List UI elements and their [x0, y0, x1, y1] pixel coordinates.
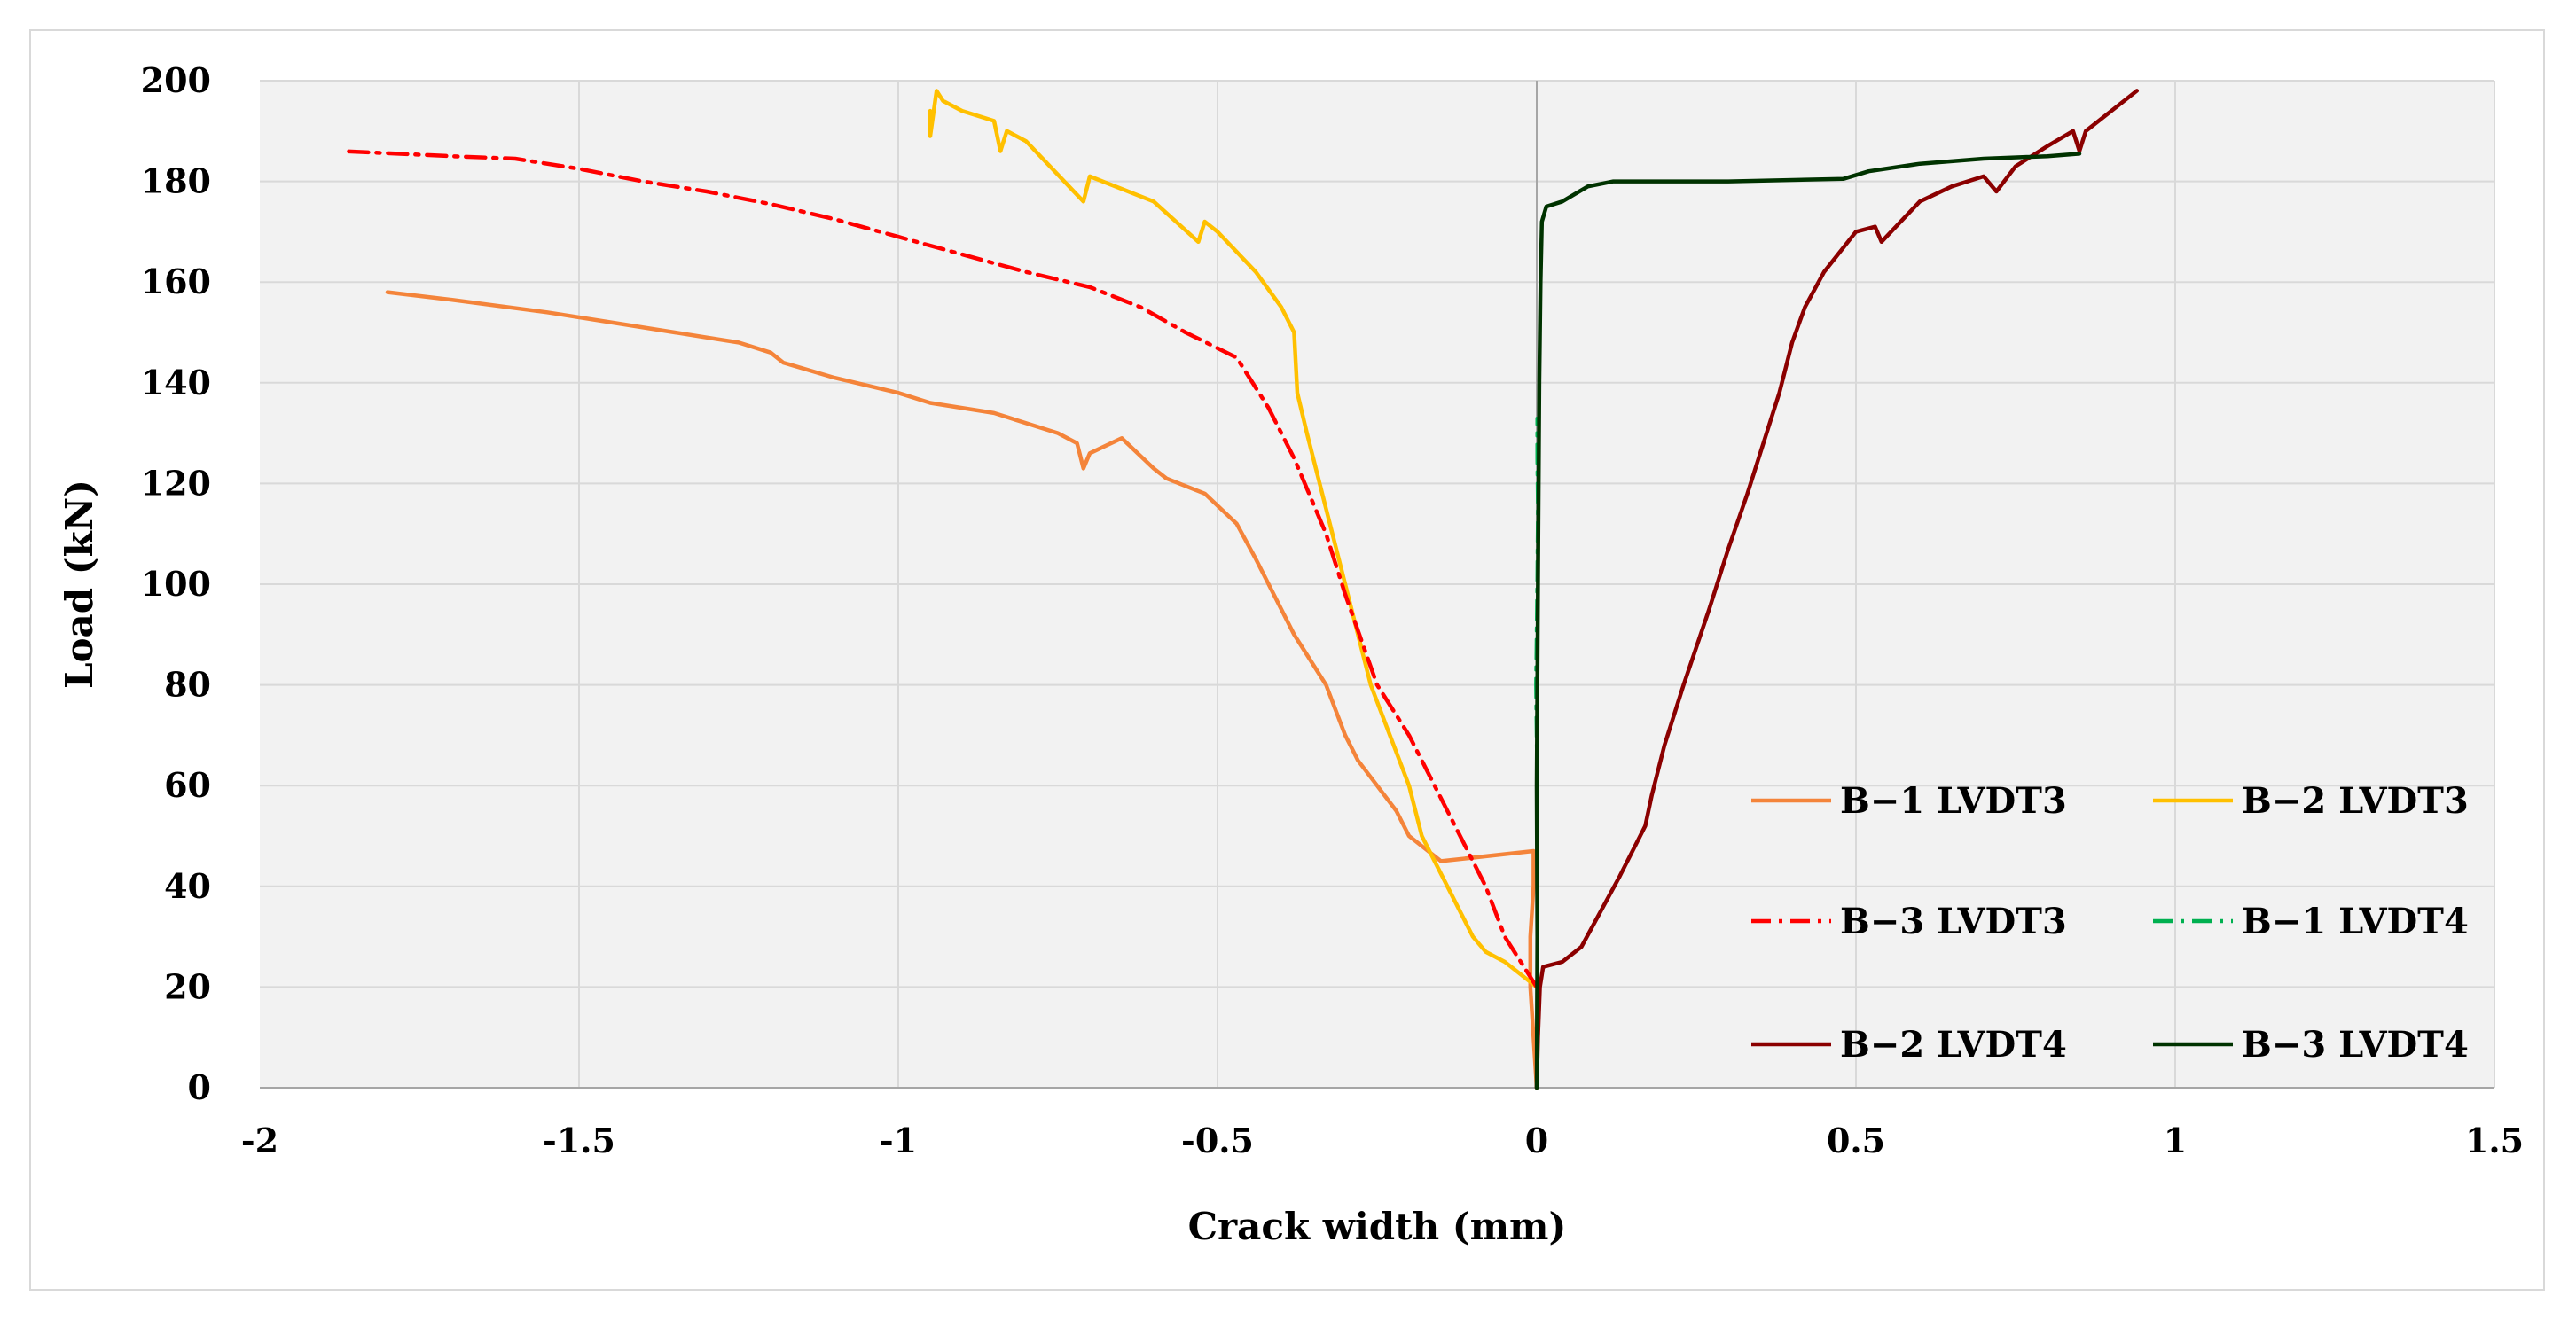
y-tick-label: 20 [164, 966, 211, 1006]
x-tick-label: 0.5 [1827, 1121, 1885, 1160]
x-tick-label: -2 [241, 1121, 278, 1160]
series-line-3 [341, 149, 1539, 989]
x-tick-label: -1.5 [543, 1121, 615, 1160]
legend-label: B−3 LVDT4 [2242, 1024, 2469, 1066]
x-axis-title: Crack width (mm) [1188, 1205, 1567, 1248]
y-tick-label: 120 [141, 463, 211, 503]
tick-labels: 0 20 40 60 80 100 120 140 160 180 200 -2 -1.5 -1 -0.5 0… [141, 60, 2524, 1160]
series-line-6 [1534, 152, 2082, 1090]
y-tick-label: 80 [164, 665, 211, 705]
y-tick-label: 160 [141, 262, 211, 301]
y-tick-label: 200 [141, 60, 211, 100]
x-tick-label: 1.5 [2465, 1121, 2524, 1160]
y-tick-label: 0 [188, 1067, 211, 1107]
y-tick-label: 140 [141, 363, 211, 402]
legend-label: B−2 LVDT3 [2242, 780, 2469, 822]
series-line-2 [928, 89, 1539, 989]
legend-label: B−1 LVDT4 [2242, 901, 2469, 942]
x-tick-label: 1 [2164, 1121, 2187, 1160]
series-lines [341, 89, 2140, 1090]
y-tick-label: 40 [164, 866, 211, 906]
x-tick-label: -1 [880, 1121, 917, 1160]
y-tick-label: 60 [164, 765, 211, 805]
legend-label: B−1 LVDT3 [1840, 780, 2067, 822]
series-line-1 [385, 290, 1539, 1090]
legend-label: B−2 LVDT4 [1840, 1024, 2067, 1066]
gridlines [260, 80, 2495, 1088]
x-tick-label: 0 [1525, 1121, 1548, 1160]
y-tick-label: 180 [141, 161, 211, 201]
legend-label: B−3 LVDT3 [1840, 901, 2067, 942]
x-tick-label: -0.5 [1181, 1121, 1254, 1160]
y-axis-title: Load (kN) [58, 480, 101, 689]
y-tick-label: 100 [141, 564, 211, 604]
legend: B−1 LVDT3 B−2 LVDT3 B−3 LVDT3 B−1 LVDT4 B−2 … [1751, 780, 2469, 1066]
